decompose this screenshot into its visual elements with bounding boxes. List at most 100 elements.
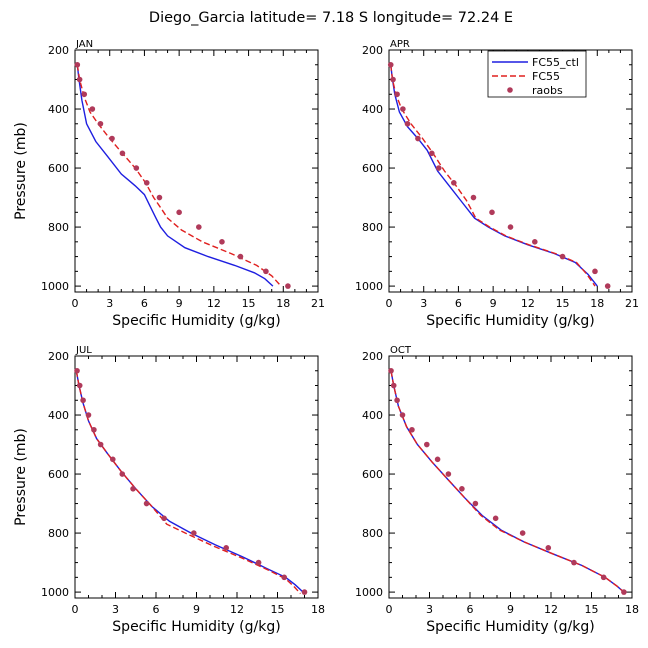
raobs-point — [519, 530, 526, 536]
fc55-ctl-line — [390, 370, 625, 593]
raobs-point — [387, 61, 394, 68]
raobs-point — [281, 574, 288, 581]
figure-title: Diego_Garcia latitude= 7.18 S longitude=… — [149, 10, 513, 26]
y-tick-label: 1000 — [41, 586, 69, 599]
y-tick-label: 400 — [362, 103, 383, 116]
x-tick-label: 9 — [176, 297, 183, 310]
raobs-point — [390, 382, 397, 389]
panel-jan: 0 3 6 9 12 15 18 21 200 400 600 800 1000 JAN Specific … — [13, 39, 325, 329]
raobs-point — [472, 500, 479, 507]
x-tick-label: 9 — [490, 297, 497, 310]
raobs-point — [237, 253, 244, 260]
y-tick-label: 1000 — [355, 586, 383, 599]
x-tick-label: 0 — [72, 603, 79, 616]
panel-apr: 0 3 6 9 12 15 18 21 200 400 600 800 1000 APR Specific … — [355, 39, 639, 329]
raobs-point — [80, 397, 86, 404]
raobs-point — [621, 589, 627, 595]
raobs-point — [435, 165, 442, 171]
x-tick-label: 18 — [311, 603, 325, 616]
raobs-point — [394, 397, 400, 404]
plot-frame — [388, 355, 633, 599]
y-tick-label: 800 — [48, 221, 69, 234]
raobs-point — [394, 91, 400, 98]
raobs-point — [130, 486, 136, 492]
x-tick-label: 12 — [207, 297, 221, 310]
raobs-point — [143, 180, 150, 186]
raobs-point — [133, 165, 140, 171]
legend-label: FC55_ctl — [532, 56, 579, 69]
raobs-point — [301, 589, 308, 595]
x-tick-label: 15 — [556, 297, 570, 310]
raobs-point — [156, 194, 163, 201]
x-tick-label: 12 — [544, 603, 558, 616]
y-tick-label: 400 — [362, 409, 383, 422]
x-tick-label: 0 — [386, 603, 393, 616]
legend-label: FC55 — [532, 70, 560, 83]
fc55-ctl-line — [75, 370, 304, 593]
x-tick-label: 21 — [625, 297, 639, 310]
raobs-point — [191, 530, 197, 536]
x-tick-label: 18 — [276, 297, 290, 310]
raobs-point — [219, 239, 225, 245]
y-tick-label: 1000 — [41, 280, 69, 293]
plot-frame — [74, 49, 319, 293]
x-tick-label: 12 — [521, 297, 535, 310]
raobs-point — [571, 559, 577, 566]
raobs-point — [110, 456, 116, 463]
y-tick-label: 600 — [362, 468, 383, 481]
raobs-point — [196, 224, 202, 230]
panel-jul: 0 3 6 9 12 15 18 200 400 600 800 1000 JUL Specific Hu… — [13, 345, 325, 635]
raobs-point — [451, 180, 457, 186]
raobs-point — [459, 486, 465, 492]
fc55-line — [76, 64, 282, 287]
raobs-point — [532, 239, 538, 245]
raobs-point — [74, 61, 81, 68]
raobs-point — [404, 120, 411, 127]
x-tick-label: 6 — [153, 603, 160, 616]
x-axis-label: Specific Humidity (g/kg) — [426, 313, 594, 329]
x-tick-label: 9 — [193, 603, 200, 616]
x-tick-label: 18 — [625, 603, 639, 616]
panel-label: JUL — [75, 345, 92, 356]
y-tick-label: 800 — [362, 527, 383, 540]
raobs-point — [85, 412, 92, 418]
y-tick-label: 400 — [48, 409, 69, 422]
raobs-point — [119, 150, 126, 157]
y-tick-label: 200 — [48, 44, 69, 57]
x-tick-label: 3 — [426, 603, 433, 616]
fc55-line — [75, 370, 301, 595]
y-tick-label: 600 — [48, 468, 69, 481]
panel-label: OCT — [390, 345, 412, 356]
raobs-point — [489, 209, 495, 216]
raobs-point — [223, 545, 229, 551]
x-tick-label: 15 — [585, 603, 599, 616]
x-axis-label: Specific Humidity (g/kg) — [426, 619, 594, 635]
plot-frame — [388, 49, 633, 293]
raobs-point — [255, 559, 262, 566]
y-tick-label: 600 — [362, 162, 383, 175]
raobs-point — [119, 471, 126, 477]
x-tick-label: 18 — [590, 297, 604, 310]
raobs-point — [545, 545, 552, 551]
legend-label: raobs — [532, 84, 563, 97]
raobs-point — [388, 367, 394, 374]
x-axis-label: Specific Humidity (g/kg) — [112, 619, 280, 635]
fc55-line — [390, 64, 596, 287]
raobs-point — [600, 574, 607, 581]
raobs-point — [89, 106, 96, 112]
y-tick-label: 200 — [48, 350, 69, 363]
raobs-point — [429, 150, 435, 157]
raobs-point — [390, 76, 396, 83]
raobs-point — [400, 106, 406, 112]
x-tick-label: 6 — [455, 297, 462, 310]
x-tick-label: 0 — [386, 297, 393, 310]
raobs-point — [592, 268, 598, 275]
legend-swatch-dot — [507, 87, 513, 93]
plot-frame — [74, 355, 319, 599]
x-tick-label: 15 — [242, 297, 256, 310]
x-tick-label: 6 — [141, 297, 148, 310]
fc55-ctl-line — [76, 64, 274, 287]
raobs-point — [409, 426, 415, 433]
